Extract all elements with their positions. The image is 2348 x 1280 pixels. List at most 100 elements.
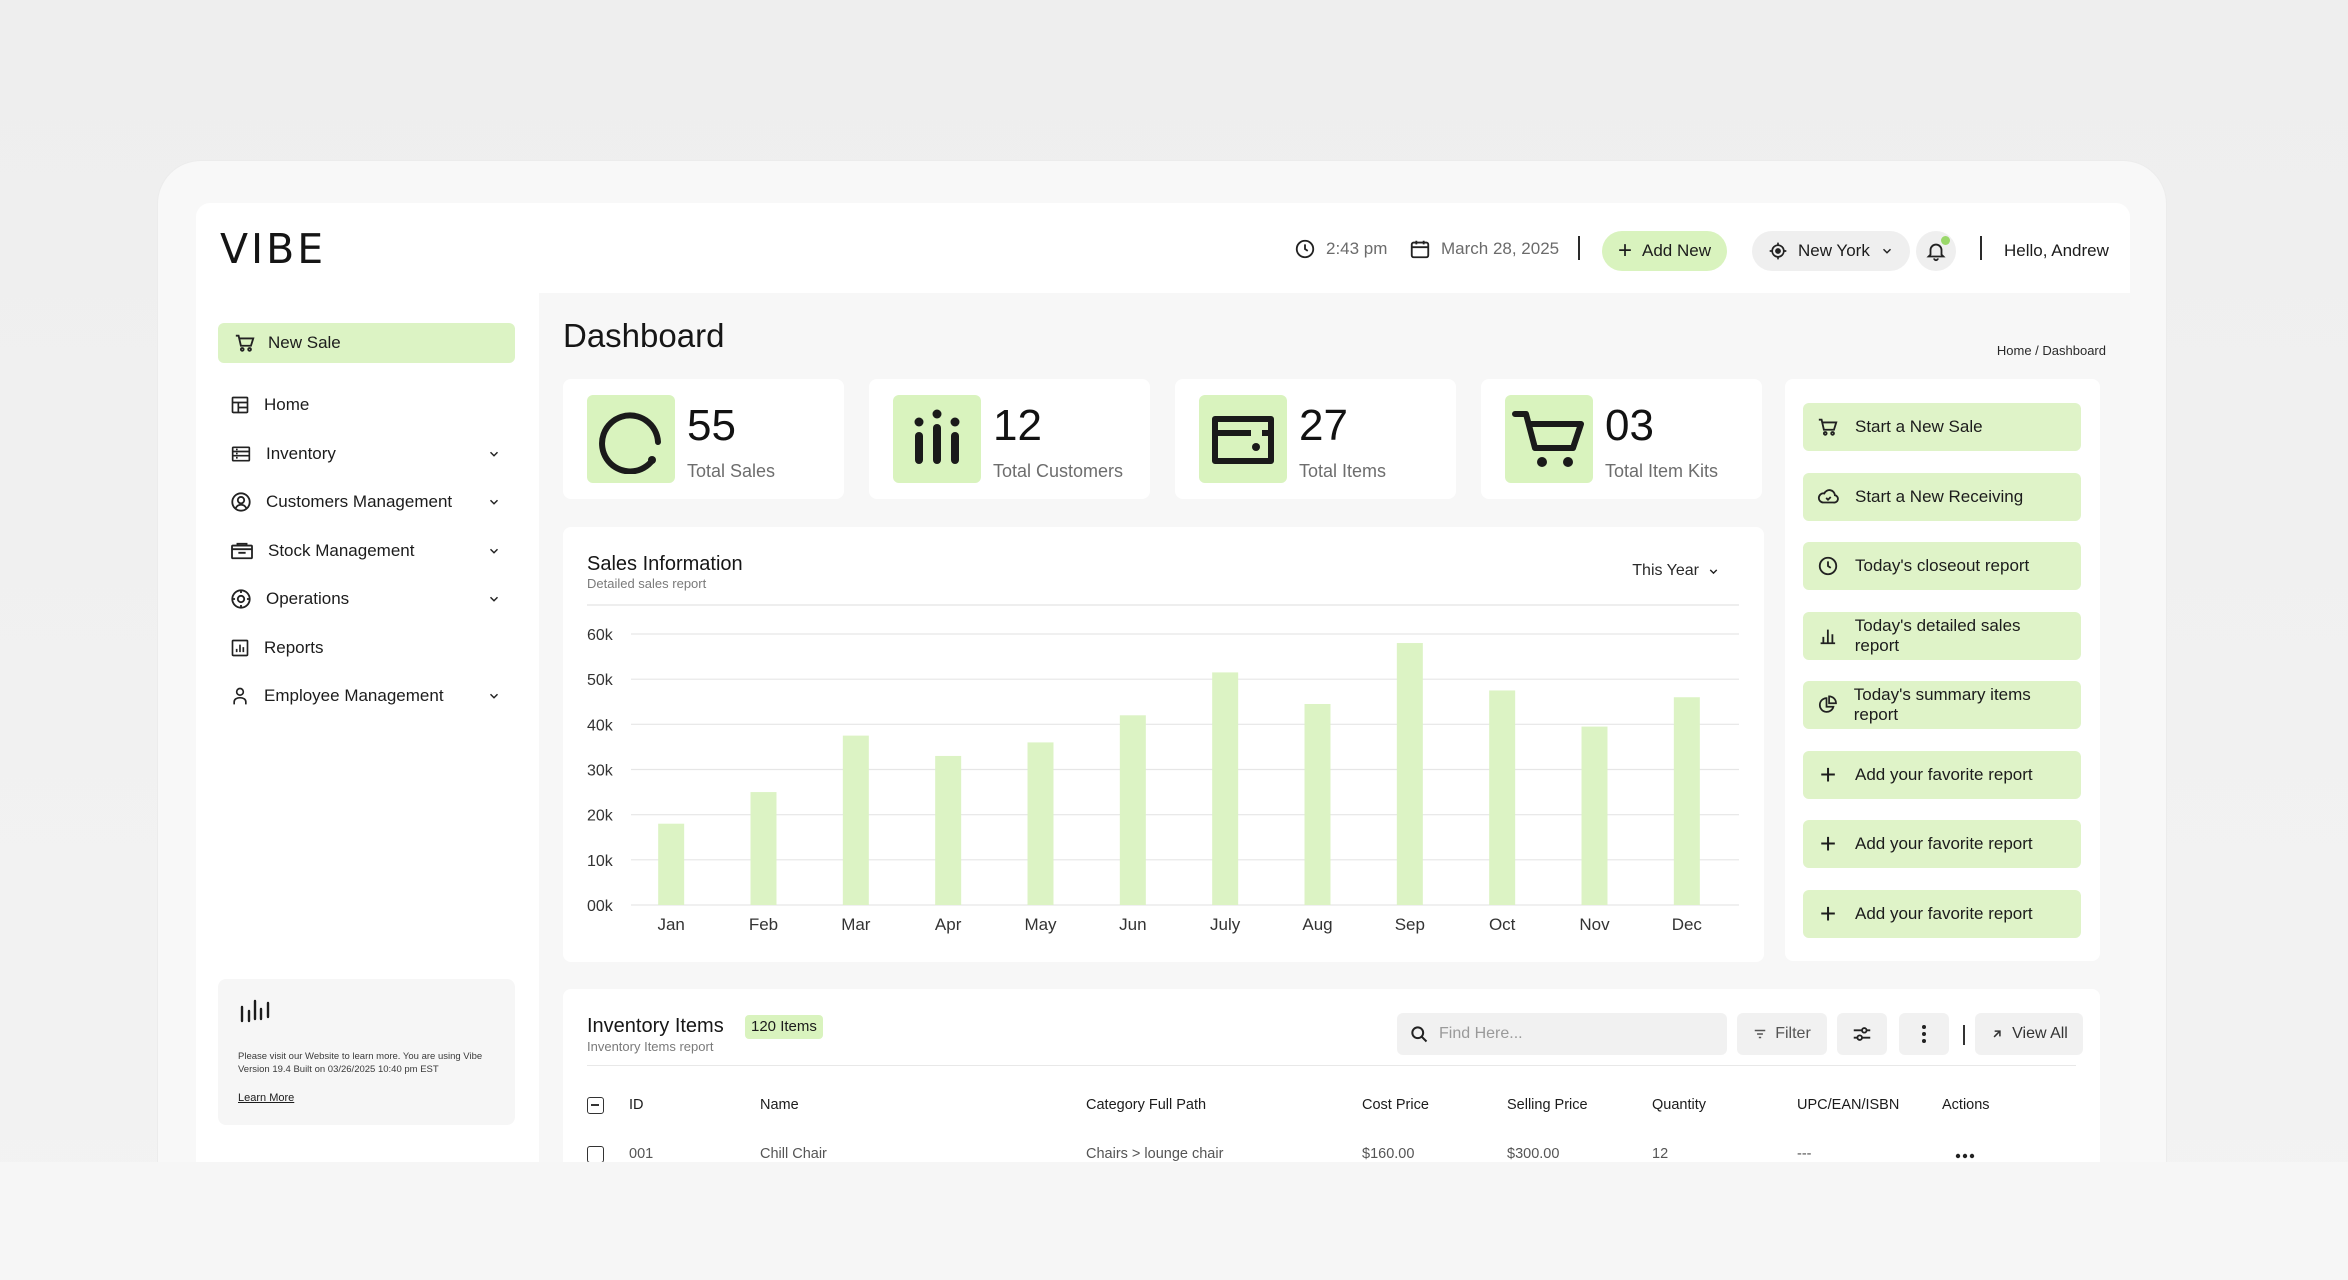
x-tick-label: Apr bbox=[935, 915, 962, 934]
y-tick-label: 20k bbox=[587, 808, 614, 825]
stat-card-total-item-kits[interactable]: 03 Total Item Kits bbox=[1481, 379, 1762, 499]
column-header-name[interactable]: Name bbox=[760, 1097, 799, 1113]
notifications-button[interactable] bbox=[1916, 231, 1956, 271]
version-info-card: Please visit our Website to learn more. … bbox=[218, 979, 515, 1125]
sidebar-item-home[interactable]: Home bbox=[218, 381, 515, 430]
chart-bar-jun[interactable] bbox=[1119, 715, 1146, 905]
stat-card-total-items[interactable]: 27 Total Items bbox=[1175, 379, 1456, 499]
more-options-button[interactable] bbox=[1899, 1013, 1949, 1055]
y-tick-label: 30k bbox=[587, 763, 614, 780]
app-window: VIBE 2:43 pm March 28, 2025 + Add New Ne… bbox=[196, 203, 2130, 1162]
quick-action-start-new-sale[interactable]: Start a New Sale bbox=[1803, 403, 2081, 451]
inventory-subtitle: Inventory Items report bbox=[587, 1039, 714, 1054]
quick-action-closeout-report[interactable]: Today's closeout report bbox=[1803, 542, 2081, 590]
quick-action-add-favorite-report[interactable]: + Add your favorite report bbox=[1803, 889, 2081, 938]
chart-bar-aug[interactable] bbox=[1304, 704, 1331, 905]
chart-bar-oct[interactable] bbox=[1489, 690, 1516, 905]
column-header-id[interactable]: ID bbox=[629, 1097, 644, 1113]
chart-bar-jan[interactable] bbox=[658, 823, 685, 905]
sidebar-item-inventory[interactable]: Inventory bbox=[218, 430, 515, 479]
add-new-button[interactable]: + Add New bbox=[1602, 231, 1727, 271]
cell-cost-price: $160.00 bbox=[1362, 1146, 1415, 1162]
user-greeting[interactable]: Hello, Andrew bbox=[2004, 241, 2109, 260]
new-sale-button[interactable]: New Sale bbox=[218, 323, 515, 363]
stat-icon-box bbox=[587, 395, 675, 483]
sidebar-item-operations[interactable]: Operations bbox=[218, 575, 515, 624]
search-input[interactable] bbox=[1439, 1025, 1699, 1043]
chart-title: Sales Information bbox=[587, 553, 743, 575]
chevron-down-icon bbox=[489, 693, 499, 699]
row-checkbox[interactable] bbox=[587, 1146, 604, 1162]
clock-icon bbox=[1818, 556, 1838, 576]
filter-button[interactable]: Filter bbox=[1737, 1013, 1827, 1055]
x-tick-label: Mar bbox=[841, 915, 871, 934]
x-tick-label: July bbox=[1210, 915, 1241, 934]
main-content: Dashboard Home / Dashboard 55 Total Sale… bbox=[539, 293, 2130, 1162]
quick-action-add-favorite-report[interactable]: + Add your favorite report bbox=[1803, 820, 2081, 868]
chevron-down-icon bbox=[1709, 568, 1718, 574]
chart-bar-mar[interactable] bbox=[842, 735, 869, 905]
sidebar-item-customers-management[interactable]: Customers Management bbox=[218, 478, 515, 527]
adjust-columns-button[interactable] bbox=[1837, 1013, 1887, 1055]
x-tick-label: Oct bbox=[1489, 915, 1516, 934]
breadcrumb[interactable]: Home / Dashboard bbox=[1996, 343, 2106, 358]
clock-icon bbox=[1295, 239, 1315, 259]
quick-action-start-new-receiving[interactable]: Start a New Receiving bbox=[1803, 472, 2081, 521]
stock-icon bbox=[231, 542, 253, 559]
chart-bar-may[interactable] bbox=[1027, 742, 1054, 905]
stat-card-total-sales[interactable]: 55 Total Sales bbox=[563, 379, 844, 499]
stat-value: 12 bbox=[993, 401, 1042, 450]
sidebar-item-reports[interactable]: Reports bbox=[218, 624, 515, 673]
column-header-cost-price[interactable]: Cost Price bbox=[1362, 1097, 1429, 1113]
sidebar-item-stock-management[interactable]: Stock Management bbox=[218, 527, 515, 576]
quick-action-label: Add your favorite report bbox=[1855, 764, 2033, 784]
column-header-selling-price[interactable]: Selling Price bbox=[1507, 1097, 1588, 1113]
indeterminate-mark bbox=[591, 1104, 599, 1106]
stat-label: Total Sales bbox=[687, 461, 776, 481]
quick-action-detailed-sales-report[interactable]: Today's detailed sales report bbox=[1803, 611, 2081, 660]
chart-bar-dec[interactable] bbox=[1673, 697, 1700, 905]
stat-card-total-customers[interactable]: 12 Total Customers bbox=[869, 379, 1150, 499]
cell-upc: --- bbox=[1797, 1146, 1812, 1162]
chevron-down-icon bbox=[1882, 248, 1891, 254]
app-logo[interactable]: VIBE bbox=[220, 225, 327, 273]
chart-bar-nov[interactable] bbox=[1581, 726, 1608, 905]
page-title: Dashboard bbox=[563, 317, 725, 354]
quick-action-add-favorite-report[interactable]: + Add your favorite report bbox=[1803, 750, 2081, 799]
learn-more-link[interactable]: Learn More bbox=[238, 1092, 295, 1104]
cart-icon bbox=[1512, 411, 1584, 467]
column-header-upc[interactable]: UPC/EAN/ISBN bbox=[1797, 1097, 1900, 1113]
plus-icon: + bbox=[1618, 237, 1633, 264]
sidebar-item-employee-management[interactable]: Employee Management bbox=[218, 672, 515, 721]
receiving-icon bbox=[1817, 488, 1839, 503]
chart-bar-feb[interactable] bbox=[750, 792, 777, 905]
inventory-count-badge: 120 Items bbox=[745, 1015, 823, 1039]
sales-gauge-icon bbox=[599, 412, 661, 474]
chevron-down-icon bbox=[489, 499, 499, 505]
bar-chart-icon bbox=[1820, 629, 1836, 644]
chart-range-select[interactable]: This Year bbox=[1632, 562, 1720, 580]
sidebar-item-label: Employee Management bbox=[264, 686, 444, 706]
view-all-button[interactable]: View All bbox=[1975, 1013, 2083, 1055]
column-header-quantity[interactable]: Quantity bbox=[1652, 1097, 1706, 1113]
inventory-search[interactable] bbox=[1397, 1013, 1727, 1055]
location-select[interactable]: New York bbox=[1752, 231, 1910, 271]
quick-action-label: Today's summary items report bbox=[1853, 685, 2031, 724]
stat-label: Total Item Kits bbox=[1605, 461, 1719, 481]
x-tick-label: May bbox=[1024, 915, 1057, 934]
stat-value: 03 bbox=[1605, 401, 1654, 450]
stat-icon-box bbox=[1199, 395, 1287, 483]
chart-bar-sep[interactable] bbox=[1396, 643, 1423, 905]
x-tick-label: Dec bbox=[1672, 915, 1703, 934]
column-header-category[interactable]: Category Full Path bbox=[1086, 1097, 1207, 1113]
row-actions-icon[interactable] bbox=[1955, 1153, 1975, 1159]
y-tick-label: 60k bbox=[587, 627, 614, 644]
select-all-checkbox[interactable] bbox=[587, 1097, 604, 1114]
search-icon bbox=[1411, 1026, 1428, 1043]
stat-label: Total Customers bbox=[993, 461, 1124, 481]
column-header-actions: Actions bbox=[1942, 1097, 1990, 1113]
chart-bar-july[interactable] bbox=[1212, 672, 1239, 905]
quick-action-summary-items-report[interactable]: Today's summary items report bbox=[1803, 681, 2081, 729]
chart-bar-apr[interactable] bbox=[935, 755, 962, 905]
chart-range-label: This Year bbox=[1632, 562, 1699, 579]
